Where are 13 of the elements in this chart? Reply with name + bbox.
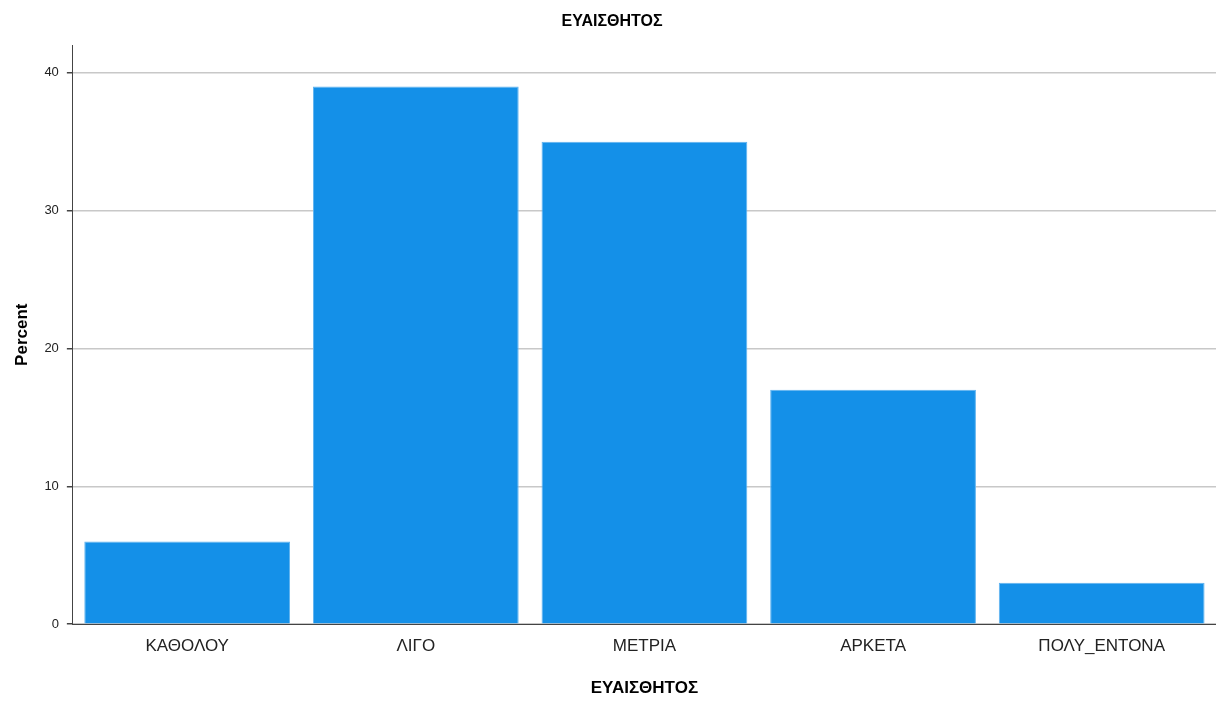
x-tick-label: ΚΑΘΟΛΟΥ: [145, 636, 229, 656]
y-tick-label: 10: [44, 477, 59, 493]
x-tick-label: ΜΕΤΡΙΑ: [612, 636, 677, 656]
x-tick-label: ΑΡΚΕΤΑ: [840, 636, 907, 656]
chart-title: ΕΥΑΙΣΘΗΤΟΣ: [561, 12, 663, 30]
x-axis-title: ΕΥΑΙΣΘΗΤΟΣ: [590, 678, 699, 698]
y-tick-label: 30: [44, 202, 59, 218]
x-tick-label: ΠΟΛΥ_ΕΝΤΟΝΑ: [1038, 636, 1166, 656]
x-tick-label: ΛΙΓΟ: [396, 636, 436, 656]
y-tick-label: 0: [51, 615, 59, 631]
y-tick-label: 40: [44, 64, 59, 80]
y-axis-title: Percent: [11, 303, 31, 366]
y-tick-label: 20: [44, 340, 59, 356]
